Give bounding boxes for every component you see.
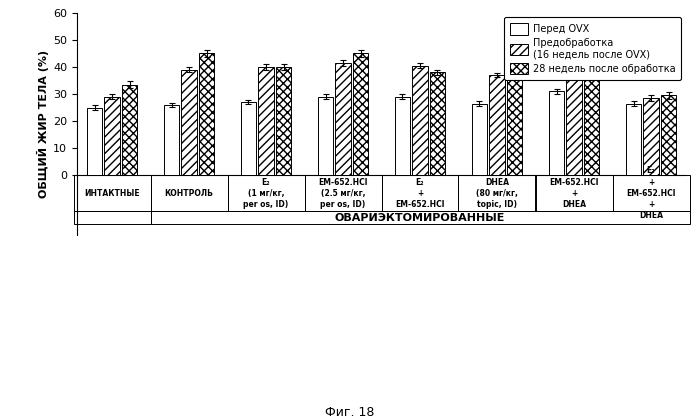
Bar xyxy=(612,176,690,211)
Bar xyxy=(353,53,368,176)
Bar xyxy=(626,104,641,176)
Bar xyxy=(430,72,445,176)
Bar xyxy=(549,91,564,176)
Bar xyxy=(412,66,428,176)
Text: E₂
(1 мг/кг,
per os, ID): E₂ (1 мг/кг, per os, ID) xyxy=(244,178,288,209)
Bar xyxy=(318,97,333,176)
Bar xyxy=(536,176,612,211)
Bar xyxy=(395,97,410,176)
Text: ОВАРИЭКТОМИРОВАННЫЕ: ОВАРИЭКТОМИРОВАННЫЕ xyxy=(335,213,505,223)
Bar xyxy=(104,97,120,176)
Y-axis label: ОБЩИЙ ЖИР ТЕЛА (%): ОБЩИЙ ЖИР ТЕЛА (%) xyxy=(37,50,49,198)
Bar xyxy=(87,108,102,176)
Text: E₂
+
EM-652.HCl
+
DHEA: E₂ + EM-652.HCl + DHEA xyxy=(626,166,676,220)
Bar xyxy=(458,176,536,211)
Text: ИНТАКТНЫЕ: ИНТАКТНЫЕ xyxy=(84,189,140,198)
Bar xyxy=(74,176,150,211)
Bar xyxy=(150,211,690,224)
Bar xyxy=(122,84,137,176)
Bar xyxy=(241,102,256,176)
Text: E₂
+
EM-652.HCl: E₂ + EM-652.HCl xyxy=(395,178,444,209)
Bar xyxy=(199,53,214,176)
Legend: Перед OVX, Предобработка
(16 недель после OVX), 28 недель после обработка: Перед OVX, Предобработка (16 недель посл… xyxy=(505,18,681,80)
Bar xyxy=(643,98,659,176)
Bar xyxy=(258,67,274,176)
Bar xyxy=(472,104,487,176)
Text: Фиг. 18: Фиг. 18 xyxy=(326,406,374,419)
Text: EM-652.HCl
+
DHEA: EM-652.HCl + DHEA xyxy=(550,178,598,209)
Bar xyxy=(335,63,351,176)
Bar xyxy=(489,75,505,176)
Text: КОНТРОЛЬ: КОНТРОЛЬ xyxy=(164,189,214,198)
Bar xyxy=(566,67,582,176)
Bar xyxy=(181,70,197,176)
Bar xyxy=(382,176,458,211)
Text: DHEA
(80 мг/кг,
topic, ID): DHEA (80 мг/кг, topic, ID) xyxy=(476,178,518,209)
Bar xyxy=(304,176,382,211)
Text: EM-652.HCl
(2.5 мг/кг,
per os, ID): EM-652.HCl (2.5 мг/кг, per os, ID) xyxy=(318,178,368,209)
Bar xyxy=(74,211,150,224)
Bar xyxy=(507,71,522,176)
Bar xyxy=(276,67,291,176)
Bar xyxy=(228,176,304,211)
Bar xyxy=(164,105,179,176)
Bar xyxy=(584,67,599,176)
Bar xyxy=(150,176,228,211)
Bar xyxy=(661,95,676,176)
